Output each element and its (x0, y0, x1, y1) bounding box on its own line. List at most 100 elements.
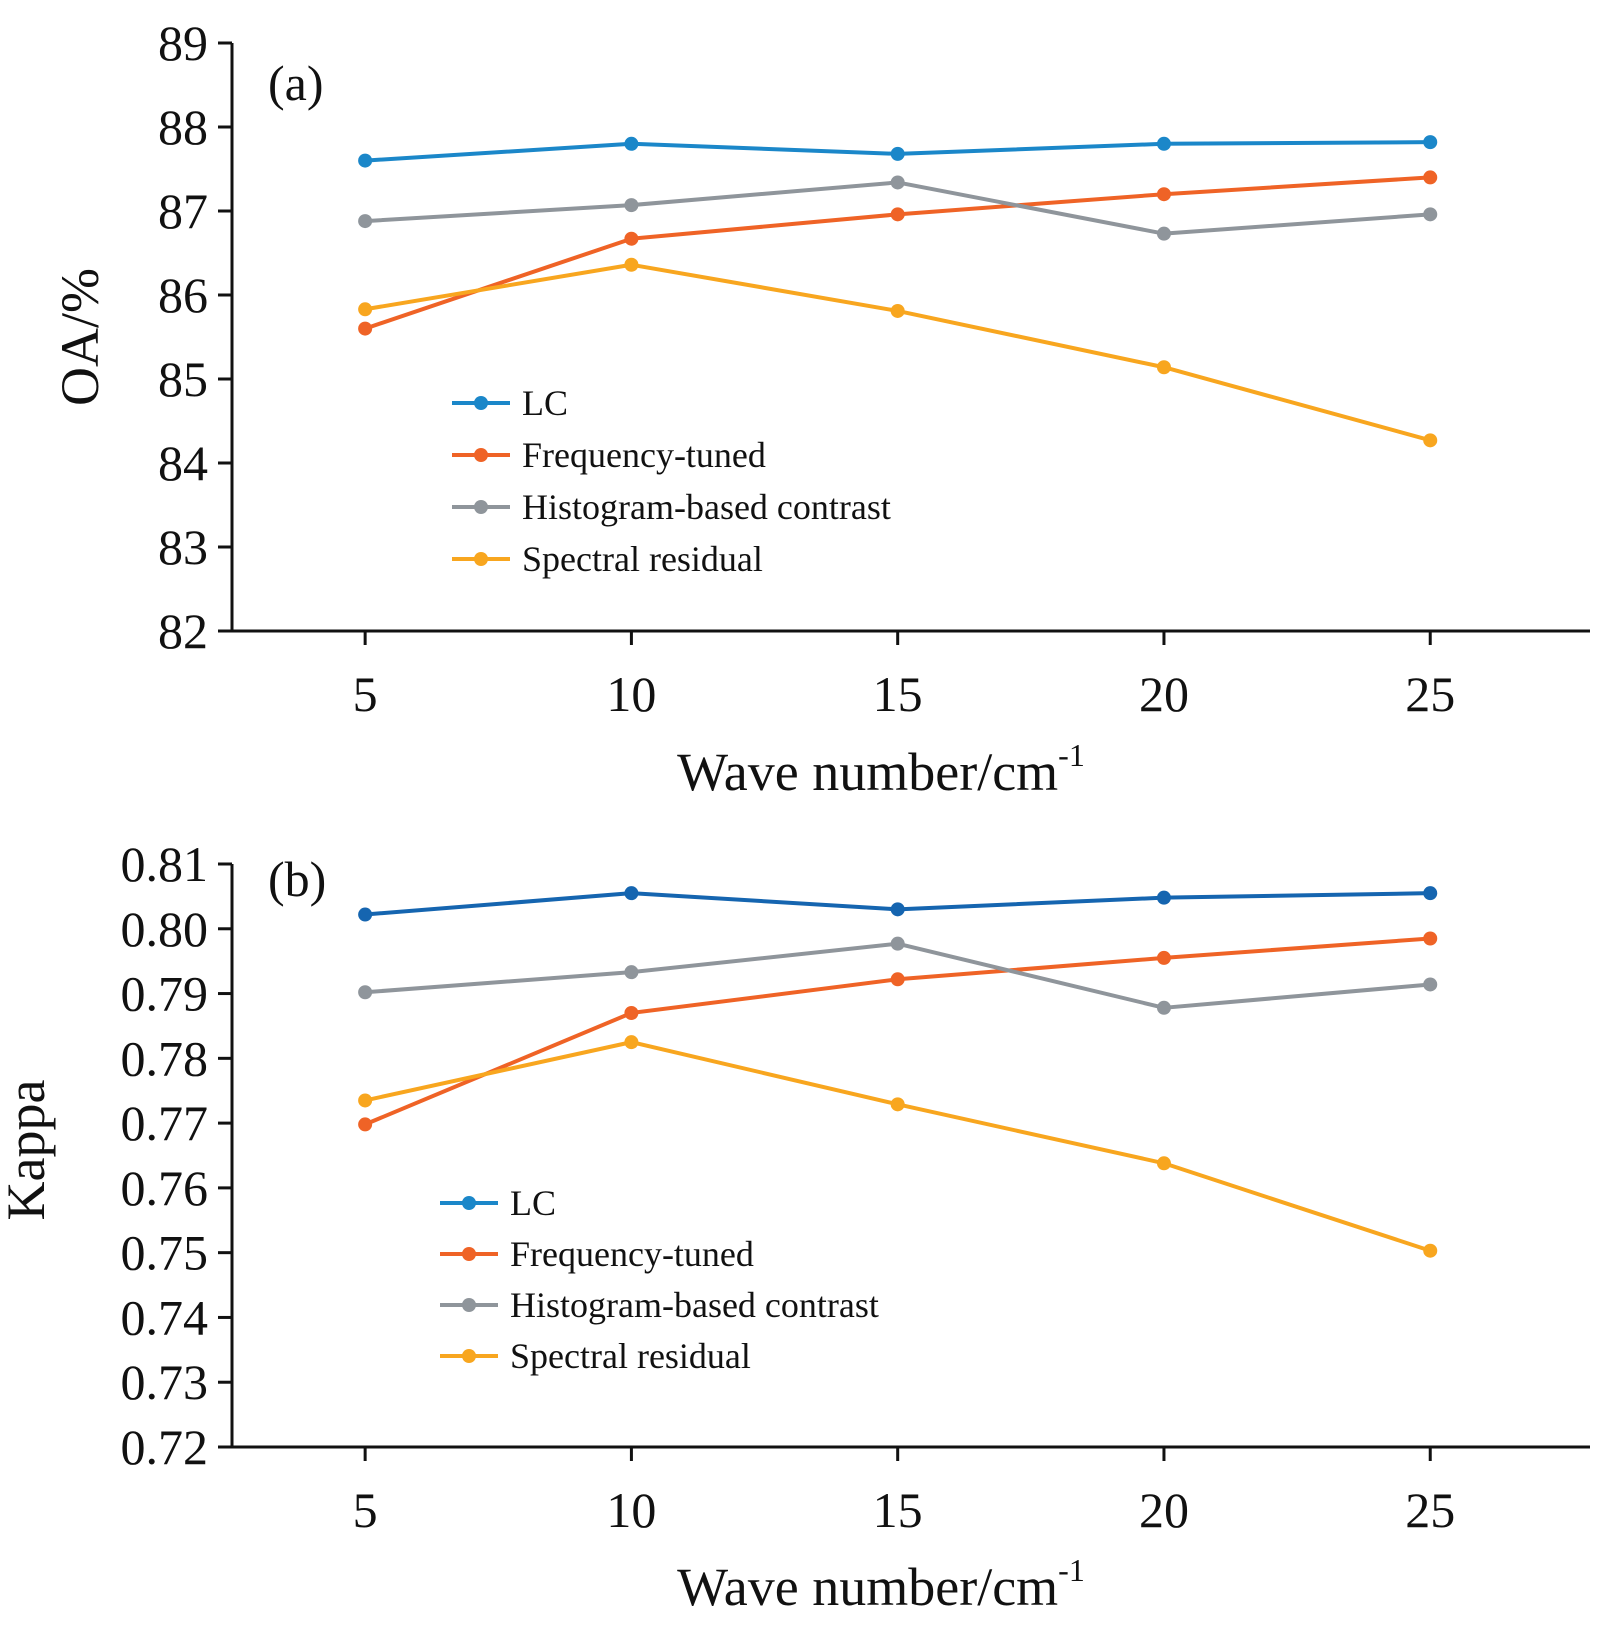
data-point (624, 231, 639, 246)
legend-item: Histogram-based contrast (440, 1285, 879, 1325)
series-lc (358, 135, 1438, 168)
legend-label: Spectral residual (510, 1336, 751, 1376)
y-axis-title: OA/% (50, 268, 110, 406)
data-point (358, 907, 373, 922)
legend-swatch-marker (462, 1349, 476, 1363)
data-point (624, 965, 639, 980)
legend-swatch-marker (474, 396, 488, 410)
data-point (1156, 136, 1171, 151)
y-tick-label: 88 (158, 99, 208, 155)
x-tick-label: 10 (606, 1482, 656, 1538)
x-tick-label: 25 (1405, 1482, 1455, 1538)
legend-item: LC (440, 1183, 556, 1223)
y-tick-label: 0.77 (121, 1095, 209, 1151)
data-point (890, 207, 905, 222)
legend-swatch-marker (462, 1298, 476, 1312)
data-point (1423, 135, 1438, 150)
data-point (890, 303, 905, 318)
y-tick-label: 0.72 (121, 1419, 209, 1475)
y-tick-label: 0.75 (121, 1225, 209, 1281)
legend-label: Histogram-based contrast (522, 487, 891, 527)
x-tick-label: 20 (1139, 1482, 1189, 1538)
panel-label: (a) (268, 55, 324, 111)
series-histogram-based-contrast (358, 175, 1438, 241)
series-frequency-tuned (358, 170, 1438, 336)
data-point (624, 198, 639, 213)
series-spectral-residual (358, 257, 1438, 448)
data-point (1423, 433, 1438, 448)
y-tick-label: 0.80 (121, 901, 209, 957)
chart-panel-2: 0.72 0.73 0.74 0.75 0.76 0.77 0.78 0.79 0.80 0.81… (0, 836, 1590, 1617)
x-tick-label: 20 (1139, 666, 1189, 722)
y-tick-label: 89 (158, 15, 208, 71)
legend-swatch-marker (462, 1247, 476, 1261)
data-point (358, 1117, 373, 1132)
data-point (624, 1005, 639, 1020)
series-lc (358, 886, 1438, 922)
y-tick-label: 0.78 (121, 1030, 209, 1086)
series-frequency-tuned (358, 931, 1438, 1132)
y-tick-label: 87 (158, 183, 208, 239)
data-point (890, 902, 905, 917)
data-point (1156, 226, 1171, 241)
data-point (624, 136, 639, 151)
x-tick-label: 5 (353, 666, 378, 722)
x-axis-title-superscript: -1 (1058, 1552, 1085, 1588)
legend-label: LC (522, 383, 568, 423)
x-axis-title: Wave number/cm-1 (677, 737, 1085, 802)
legend-item: Frequency-tuned (452, 435, 766, 475)
y-tick-label: 86 (158, 267, 208, 323)
x-tick-label: 15 (873, 1482, 923, 1538)
x-axis-title-superscript: -1 (1058, 737, 1085, 773)
y-tick-label: 83 (158, 519, 208, 575)
series-line (364, 936, 1431, 1127)
data-point (1156, 1156, 1171, 1171)
y-axis-title: Kappa (0, 1080, 56, 1221)
y-tick-label: 0.81 (121, 836, 209, 892)
data-point (358, 985, 373, 1000)
data-point (624, 1035, 639, 1050)
data-point (890, 175, 905, 190)
data-point (358, 1093, 373, 1108)
data-point (890, 1097, 905, 1112)
data-point (1156, 1000, 1171, 1015)
legend: LC Frequency-tuned Histogram-based contras… (452, 383, 891, 579)
legend-label: Frequency-tuned (522, 435, 766, 475)
y-tick-label: 0.76 (121, 1160, 209, 1216)
legend-swatch-marker (474, 448, 488, 462)
legend-item: Frequency-tuned (440, 1234, 754, 1274)
data-point (1423, 170, 1438, 185)
x-tick-label: 25 (1405, 666, 1455, 722)
series-histogram-based-contrast (358, 936, 1438, 1015)
data-point (624, 886, 639, 901)
x-tick-label: 10 (606, 666, 656, 722)
legend-swatch-marker (462, 1196, 476, 1210)
data-point (890, 146, 905, 161)
legend-item: LC (452, 383, 568, 423)
y-tick-label: 0.74 (121, 1289, 209, 1345)
data-point (358, 214, 373, 229)
legend: LC Frequency-tuned Histogram-based contras… (440, 1183, 879, 1376)
x-tick-label: 15 (873, 666, 923, 722)
legend-label: Spectral residual (522, 539, 763, 579)
data-point (890, 972, 905, 987)
chart-panel-1: 82 83 84 85 86 87 88 89 5 10 15 20 25 OA/% Wave number… (50, 15, 1590, 802)
legend-swatch-marker (474, 552, 488, 566)
data-point (1156, 890, 1171, 905)
legend-item: Spectral residual (452, 539, 763, 579)
legend-label: Frequency-tuned (510, 1234, 754, 1274)
panel-label: (b) (268, 851, 326, 907)
y-tick-label: 0.79 (121, 966, 209, 1022)
legend-label: Histogram-based contrast (510, 1285, 879, 1325)
data-point (1156, 187, 1171, 202)
data-point (1423, 1243, 1438, 1258)
data-point (1423, 931, 1438, 946)
data-point (890, 936, 905, 951)
data-point (1423, 207, 1438, 222)
legend-item: Histogram-based contrast (452, 487, 891, 527)
data-point (1423, 886, 1438, 901)
data-point (1156, 950, 1171, 965)
y-tick-label: 84 (158, 435, 208, 491)
y-tick-label: 82 (158, 603, 208, 659)
